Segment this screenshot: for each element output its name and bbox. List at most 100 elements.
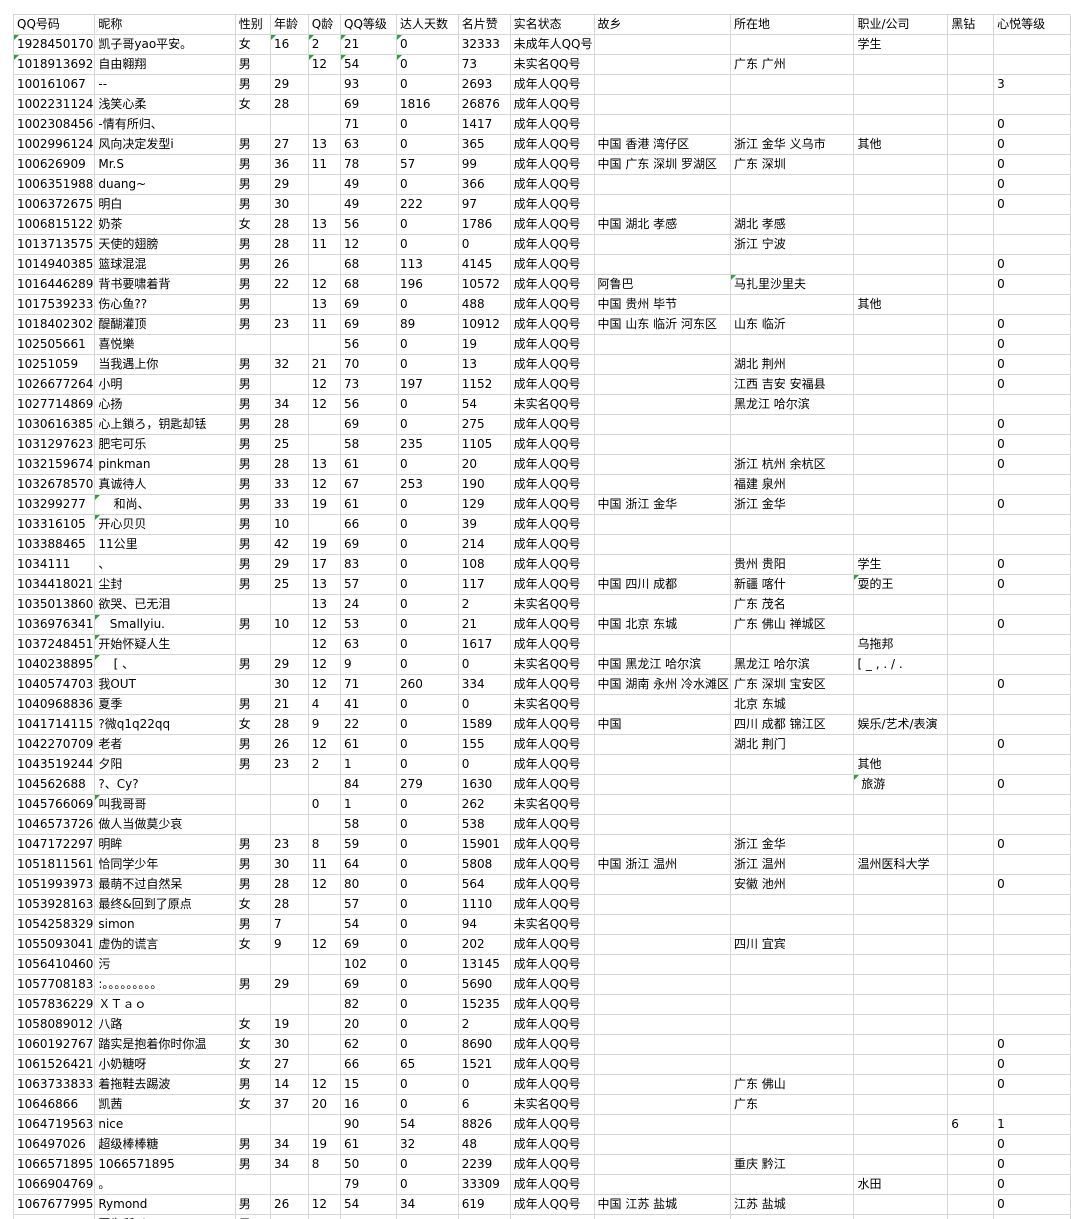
cell-qage[interactable]: 12	[307, 1194, 342, 1215]
cell-xy[interactable]	[993, 654, 1071, 675]
cell-qq[interactable]: 1017539233	[12, 294, 96, 315]
cell-qq[interactable]: 1061526421	[12, 1054, 96, 1075]
cell-age[interactable]: 34	[269, 1134, 309, 1155]
cell-likes[interactable]: 1417	[457, 114, 511, 135]
cell-bd[interactable]	[947, 854, 995, 875]
cell-days[interactable]: 0	[395, 534, 459, 555]
cell-qq[interactable]: 1040574703	[12, 674, 96, 695]
cell-status[interactable]	[509, 1214, 595, 1219]
cell-bd[interactable]	[947, 454, 995, 475]
cell-bd[interactable]	[947, 114, 995, 135]
cell-sex[interactable]	[234, 674, 271, 695]
cell-home[interactable]	[593, 994, 731, 1015]
cell-qage[interactable]: 12	[307, 474, 342, 495]
cell-status[interactable]: 成年人QQ号	[509, 734, 595, 755]
cell-qq[interactable]: 1002231124	[12, 94, 96, 115]
cell-bd[interactable]	[947, 294, 995, 315]
cell-level[interactable]: 68	[340, 274, 397, 295]
cell-loc[interactable]: 江苏 盐城	[729, 1194, 855, 1215]
cell-nick[interactable]: 明白	[94, 194, 236, 215]
cell-bd[interactable]	[947, 1174, 995, 1195]
cell-loc[interactable]	[729, 1034, 855, 1055]
cell-xy[interactable]: 0	[993, 574, 1071, 595]
cell-sex[interactable]: 男	[234, 294, 271, 315]
cell-nick[interactable]: 夕阳	[94, 754, 236, 775]
cell-status[interactable]: 成年人QQ号	[509, 754, 595, 775]
cell-age[interactable]: 32	[269, 354, 309, 375]
cell-days[interactable]: 57	[395, 154, 459, 175]
cell-level[interactable]: 56	[340, 214, 397, 235]
cell-home[interactable]: 中国 广东 深圳 罗湖区	[593, 154, 731, 175]
cell-status[interactable]: 成年人QQ号	[509, 434, 595, 455]
cell-age[interactable]	[269, 634, 309, 655]
cell-home[interactable]	[593, 434, 731, 455]
cell-xy[interactable]: 0	[993, 374, 1071, 395]
cell-likes[interactable]: 6	[457, 1094, 511, 1115]
cell-qage[interactable]: 12	[307, 654, 342, 675]
cell-qq[interactable]: 1006351988	[12, 174, 96, 195]
cell-nick[interactable]: Smallyiu.	[94, 614, 236, 635]
cell-status[interactable]: 未实名QQ号	[509, 794, 595, 815]
cell-bd[interactable]	[947, 714, 995, 735]
cell-qq[interactable]: 1051993973	[12, 874, 96, 895]
cell-home[interactable]	[593, 514, 731, 535]
cell-qage[interactable]	[307, 1174, 342, 1195]
cell-days[interactable]: 260	[395, 674, 459, 695]
cell-job[interactable]	[853, 1054, 949, 1075]
cell-status[interactable]: 成年人QQ号	[509, 1114, 595, 1135]
cell-status[interactable]: 成年人QQ号	[509, 214, 595, 235]
cell-status[interactable]: 成年人QQ号	[509, 834, 595, 855]
cell-qage[interactable]	[307, 814, 342, 835]
cell-nick[interactable]: :。。。。。。。。。	[94, 974, 236, 995]
cell-likes[interactable]: 19	[457, 334, 511, 355]
cell-qq[interactable]: 102505661	[12, 334, 96, 355]
cell-job[interactable]	[853, 1034, 949, 1055]
column-header-home[interactable]: 故乡	[593, 14, 731, 35]
cell-qq[interactable]: 104562688	[12, 774, 96, 795]
cell-age[interactable]: 36	[269, 154, 309, 175]
cell-bd[interactable]	[947, 894, 995, 915]
cell-days[interactable]: 0	[395, 54, 459, 75]
cell-days[interactable]: 0	[395, 1094, 459, 1115]
cell-home[interactable]	[593, 1174, 731, 1195]
cell-bd[interactable]	[947, 514, 995, 535]
cell-nick[interactable]: 开始怀疑人生	[94, 634, 236, 655]
cell-nick[interactable]: 最终&回到了原点	[94, 894, 236, 915]
cell-loc[interactable]: 广东	[729, 1094, 855, 1115]
cell-xy[interactable]: 0	[993, 1154, 1071, 1175]
cell-level[interactable]: 12	[340, 234, 397, 255]
cell-home[interactable]	[593, 34, 731, 55]
cell-home[interactable]	[593, 554, 731, 575]
cell-loc[interactable]	[729, 194, 855, 215]
cell-loc[interactable]: 浙江 杭州 余杭区	[729, 454, 855, 475]
cell-bd[interactable]	[947, 314, 995, 335]
cell-status[interactable]: 成年人QQ号	[509, 374, 595, 395]
cell-level[interactable]: 80	[340, 874, 397, 895]
cell-qq[interactable]: 1034418021	[12, 574, 96, 595]
cell-home[interactable]	[593, 1154, 731, 1175]
cell-age[interactable]	[269, 374, 309, 395]
cell-days[interactable]: 65	[395, 1054, 459, 1075]
cell-bd[interactable]	[947, 554, 995, 575]
cell-likes[interactable]: 1617	[457, 634, 511, 655]
cell-sex[interactable]: 男	[234, 534, 271, 555]
cell-status[interactable]: 成年人QQ号	[509, 294, 595, 315]
cell-qq[interactable]: 103388465	[12, 534, 96, 555]
cell-likes[interactable]: 564	[457, 874, 511, 895]
cell-sex[interactable]: 男	[234, 554, 271, 575]
cell-job[interactable]	[853, 174, 949, 195]
cell-home[interactable]	[593, 634, 731, 655]
cell-loc[interactable]	[729, 74, 855, 95]
cell-nick[interactable]: 背书要啸着背	[94, 274, 236, 295]
cell-days[interactable]: 0	[395, 894, 459, 915]
cell-status[interactable]: 成年人QQ号	[509, 534, 595, 555]
cell-sex[interactable]: 男	[234, 1074, 271, 1095]
cell-qage[interactable]: 12	[307, 934, 342, 955]
cell-sex[interactable]: 男	[234, 514, 271, 535]
cell-sex[interactable]: 男	[234, 254, 271, 275]
cell-job[interactable]	[853, 1074, 949, 1095]
cell-sex[interactable]: 女	[234, 1014, 271, 1035]
cell-loc[interactable]	[729, 294, 855, 315]
cell-age[interactable]: 14	[269, 1074, 309, 1095]
cell-xy[interactable]: 0	[993, 834, 1071, 855]
